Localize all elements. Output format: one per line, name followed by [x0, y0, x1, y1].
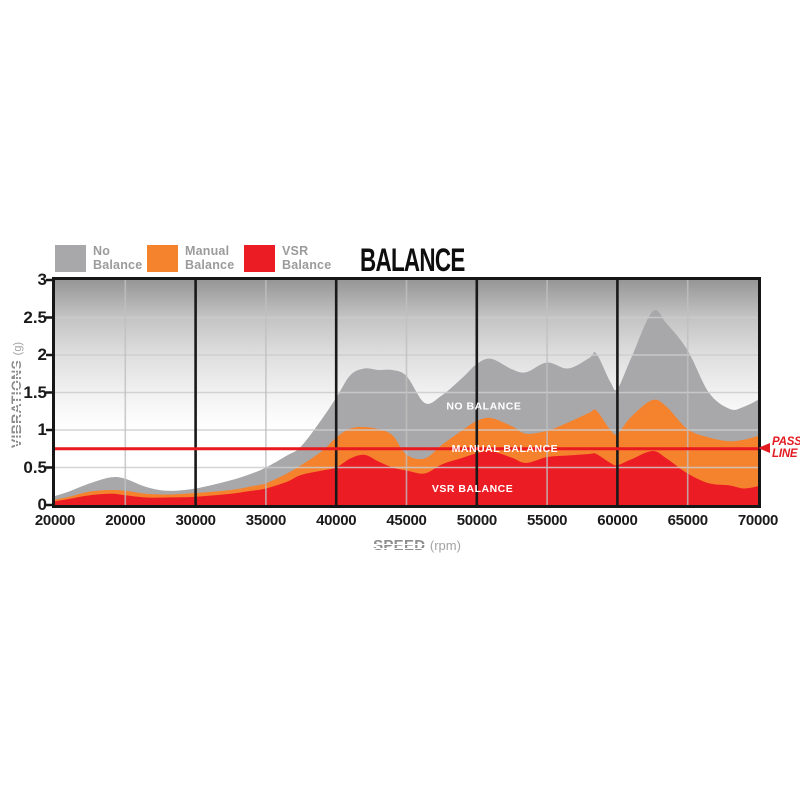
chart-title: BALANCE	[360, 242, 465, 278]
y-tick-label: 2.5	[23, 307, 47, 327]
pass-line-label: PASS LINE	[772, 436, 800, 460]
legend-swatch	[55, 245, 86, 272]
y-tick-label: 0	[37, 495, 47, 514]
y-tick-label: 1	[37, 420, 47, 439]
legend-label: No Balance	[93, 244, 143, 272]
x-tick-label: 70000	[737, 512, 779, 529]
x-tick-label: 40000	[316, 512, 357, 529]
x-axis-title-word: SPEED	[372, 537, 427, 554]
plot-area: NO BALANCE MANUAL BALANCE VSR BALANCE	[46, 277, 761, 508]
x-tick-label: 55000	[526, 512, 568, 529]
x-tick-label: 60000	[597, 512, 638, 529]
plot-svg: NO BALANCE MANUAL BALANCE VSR BALANCE	[46, 278, 758, 507]
x-axis-title-unit: (rpm)	[429, 538, 461, 553]
legend-item: Manual Balance	[147, 244, 235, 272]
legend-swatch	[244, 245, 275, 272]
y-axis-title-unit: (g)	[12, 341, 24, 356]
y-tick-label: 1.5	[23, 382, 47, 402]
legend-label: VSR Balance	[282, 244, 332, 272]
x-axis-labels: 20000 20000 30000 35000 40000 45000 50000 55000…	[35, 512, 779, 532]
legend-label: Manual Balance	[185, 244, 235, 272]
y-tick-label: 3	[37, 270, 47, 289]
y-tick-label: 0.5	[23, 457, 47, 477]
chart-annotation: NO BALANCE	[446, 400, 521, 412]
y-axis-labels: 3 2.5 2 1.5 1 0.5 0	[0, 271, 47, 514]
legend-swatch	[147, 245, 178, 272]
chart-annotation: MANUAL BALANCE	[452, 443, 559, 455]
chart-annotation: VSR BALANCE	[432, 483, 513, 495]
x-axis-title: SPEED (rpm)	[337, 537, 497, 555]
x-tick-label: 30000	[175, 512, 216, 529]
y-axis-title-word: VIBRATIONS	[8, 359, 24, 449]
x-tick-label: 50000	[456, 512, 498, 529]
y-axis-title: VIBRATIONS (g)	[8, 342, 26, 448]
x-tick-label: 20000	[34, 512, 76, 529]
legend-item: No Balance	[55, 244, 143, 272]
x-tick-label: 65000	[667, 512, 709, 529]
y-tick-label: 2	[37, 345, 47, 364]
x-tick-label: 20000	[105, 512, 146, 529]
x-tick-label: 45000	[386, 512, 427, 529]
pass-line-arrow-icon	[758, 443, 770, 453]
legend: No Balance Manual Balance VSR Balance	[55, 244, 375, 275]
x-tick-label: 35000	[245, 512, 287, 529]
legend-item: VSR Balance	[244, 244, 332, 272]
